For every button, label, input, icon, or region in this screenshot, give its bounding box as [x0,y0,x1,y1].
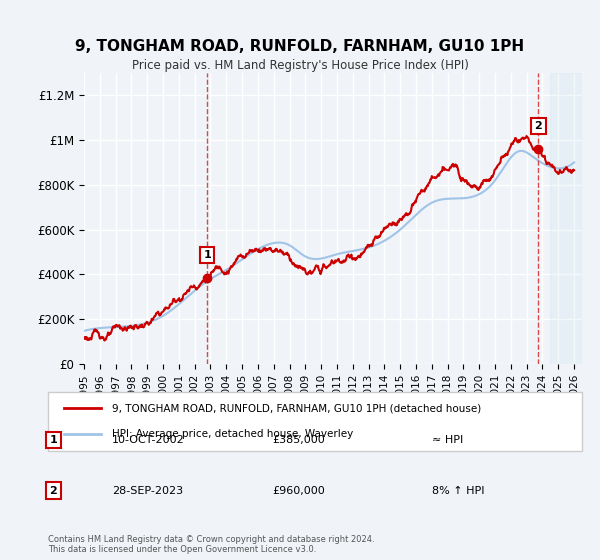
Text: 8% ↑ HPI: 8% ↑ HPI [433,486,485,496]
Text: 28-SEP-2023: 28-SEP-2023 [112,486,183,496]
Text: This data is licensed under the Open Government Licence v3.0.: This data is licensed under the Open Gov… [48,545,316,554]
Text: ≈ HPI: ≈ HPI [433,435,464,445]
Text: 9, TONGHAM ROAD, RUNFOLD, FARNHAM, GU10 1PH (detached house): 9, TONGHAM ROAD, RUNFOLD, FARNHAM, GU10 … [112,403,481,413]
Text: 2: 2 [535,121,542,131]
Text: 10-OCT-2002: 10-OCT-2002 [112,435,185,445]
Text: £960,000: £960,000 [272,486,325,496]
Text: 9, TONGHAM ROAD, RUNFOLD, FARNHAM, GU10 1PH: 9, TONGHAM ROAD, RUNFOLD, FARNHAM, GU10 … [76,39,524,54]
Text: £385,000: £385,000 [272,435,325,445]
Bar [550,73,582,364]
Text: 1: 1 [49,435,57,445]
Text: 2: 2 [49,486,57,496]
Text: Price paid vs. HM Land Registry's House Price Index (HPI): Price paid vs. HM Land Registry's House … [131,59,469,72]
Text: Contains HM Land Registry data © Crown copyright and database right 2024.: Contains HM Land Registry data © Crown c… [48,535,374,544]
Text: 1: 1 [203,250,211,260]
Text: HPI: Average price, detached house, Waverley: HPI: Average price, detached house, Wave… [112,430,353,440]
